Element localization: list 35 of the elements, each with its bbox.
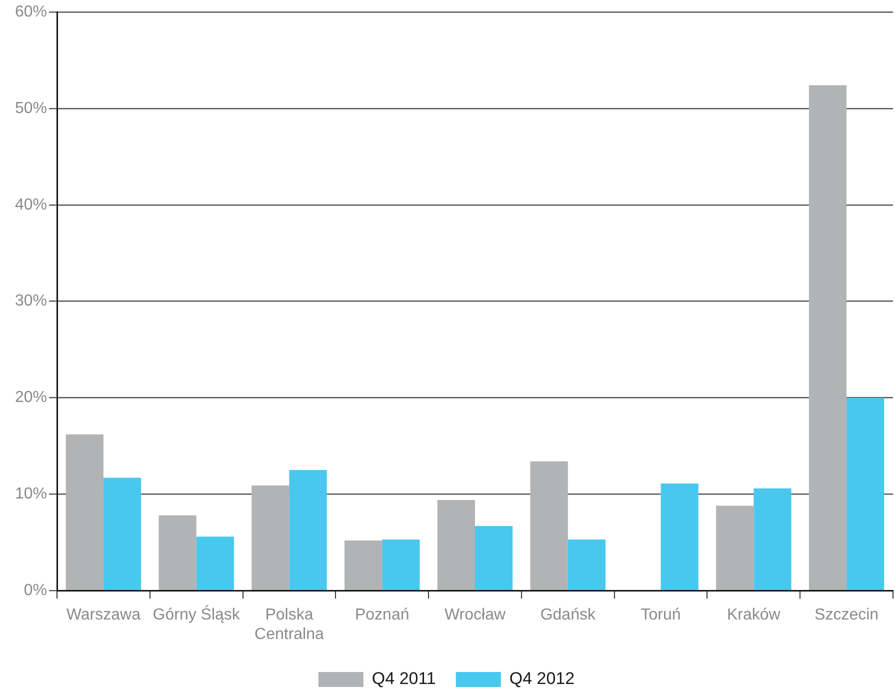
bar [808, 85, 847, 590]
x-tick-label: Polska Centralna [254, 606, 324, 643]
bar [475, 526, 513, 590]
y-tick-label: 10% [14, 486, 47, 503]
y-tick-label: 40% [14, 196, 47, 214]
x-tick-label: Kraków [726, 606, 781, 624]
bar [103, 478, 142, 590]
bar [344, 540, 382, 590]
y-tick-label: 20% [14, 389, 47, 406]
bar [568, 539, 606, 590]
bar [289, 470, 327, 590]
bar [754, 488, 792, 590]
bar [382, 539, 420, 590]
y-tick-label: 0% [24, 582, 47, 600]
legend-label: Q4 2011 [372, 669, 436, 688]
bar [252, 485, 290, 590]
bar [158, 515, 196, 590]
x-tick-label: Warszawa [66, 606, 141, 624]
bar [66, 434, 104, 590]
y-tick-label: 60% [14, 3, 47, 20]
bar [846, 398, 884, 590]
bar [437, 500, 475, 590]
x-tick-label: Toruń [640, 606, 681, 624]
x-tick-label: Górny Śląsk [152, 604, 241, 624]
x-tick-label: Wrocław [444, 606, 506, 624]
bar [530, 461, 568, 590]
x-tick-label: Gdańsk [540, 606, 596, 624]
bar [196, 536, 234, 590]
legend-label: Q4 2012 [509, 669, 575, 688]
bar [660, 484, 698, 590]
y-tick-label: 50% [14, 100, 47, 117]
x-tick-label: Poznań [354, 606, 410, 624]
y-tick-label: 30% [14, 292, 47, 310]
bar [716, 506, 754, 590]
x-tick-label: Szczecin [814, 606, 879, 624]
